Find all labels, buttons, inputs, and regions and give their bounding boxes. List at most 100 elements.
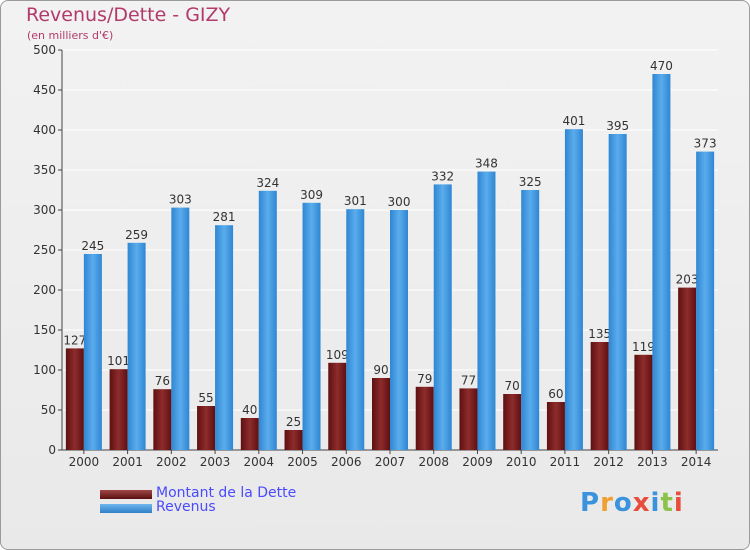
bar-revenus (390, 210, 408, 450)
y-tick-label: 300 (33, 203, 56, 217)
x-tick-label: 2012 (593, 455, 624, 469)
bar-dette (590, 342, 609, 450)
data-label: 25 (286, 415, 301, 429)
y-tick-label: 500 (33, 43, 56, 57)
bar-revenus (302, 202, 321, 450)
logo-letter: t (660, 488, 674, 518)
bar-revenus (608, 134, 627, 450)
data-label: 101 (107, 354, 130, 368)
data-label: 281 (213, 210, 236, 224)
data-label: 300 (388, 195, 411, 209)
x-tick-label: 2001 (112, 455, 143, 469)
data-label: 324 (256, 176, 279, 190)
data-label: 40 (242, 403, 257, 417)
legend-swatch-revenus (100, 504, 152, 513)
data-label: 55 (198, 391, 213, 405)
data-label: 373 (694, 137, 717, 151)
data-label: 79 (417, 372, 432, 386)
data-label: 60 (548, 387, 563, 401)
data-label: 309 (300, 188, 323, 202)
x-tick-label: 2000 (69, 455, 100, 469)
bar-dette (109, 369, 128, 450)
y-tick-label: 50 (41, 403, 56, 417)
logo-letter: i (673, 488, 684, 518)
bar-revenus (477, 171, 496, 450)
data-label: 259 (125, 228, 148, 242)
logo-letter: x (632, 488, 651, 518)
x-tick-label: 2007 (375, 455, 406, 469)
x-tick-label: 2011 (550, 455, 581, 469)
bar-revenus (433, 184, 452, 450)
bar-revenus (521, 190, 540, 450)
chart-title: Revenus/Dette - GIZY (26, 4, 231, 26)
proxiti-logo: Proxiti (580, 488, 684, 518)
bar-revenus (652, 74, 671, 450)
x-tick-label: 2002 (156, 455, 187, 469)
data-label: 301 (344, 194, 367, 208)
data-label: 332 (431, 169, 454, 183)
y-tick-label: 100 (33, 363, 56, 377)
y-tick-label: 350 (33, 163, 56, 177)
bar-dette (65, 348, 84, 450)
logo-letter: o (613, 488, 633, 518)
data-label: 70 (505, 379, 520, 393)
bar-dette (197, 406, 216, 450)
bar-dette (153, 389, 172, 450)
data-label: 348 (475, 157, 498, 171)
x-tick-label: 2014 (681, 455, 712, 469)
data-label: 135 (588, 327, 611, 341)
bar-revenus (83, 254, 102, 450)
bar-dette (328, 362, 347, 450)
data-label: 109 (326, 348, 349, 362)
data-label: 470 (650, 59, 673, 73)
y-tick-label: 150 (33, 323, 56, 337)
bar-revenus (215, 225, 234, 450)
x-tick-label: 2003 (200, 455, 231, 469)
bar-revenus (171, 207, 190, 450)
y-tick-label: 250 (33, 243, 56, 257)
x-tick-label: 2006 (331, 455, 362, 469)
y-tick-label: 0 (48, 443, 56, 457)
y-tick-label: 400 (33, 123, 56, 137)
x-tick-label: 2010 (506, 455, 537, 469)
data-label: 395 (606, 119, 629, 133)
data-label: 203 (676, 273, 699, 287)
bar-dette (240, 418, 259, 450)
x-tick-label: 2005 (287, 455, 318, 469)
bar-revenus (564, 129, 583, 450)
logo-letter: i (650, 488, 661, 518)
bar-dette (284, 430, 303, 450)
data-label: 325 (519, 175, 542, 189)
y-tick-label: 200 (33, 283, 56, 297)
data-label: 127 (63, 333, 86, 347)
logo-letter: r (600, 488, 614, 518)
bar-dette (415, 386, 434, 450)
chart-subtitle: (en milliers d'€) (27, 29, 114, 42)
x-tick-label: 2013 (637, 455, 668, 469)
data-label: 401 (562, 114, 585, 128)
x-tick-label: 2009 (462, 455, 493, 469)
bar-dette (372, 378, 390, 450)
bar-revenus (258, 190, 277, 451)
bar-revenus (346, 209, 365, 450)
bar-revenus (127, 242, 146, 450)
bar-dette (678, 287, 697, 450)
data-label: 90 (373, 363, 388, 377)
legend-label-dette: Montant de la Dette (156, 485, 297, 501)
logo-letter: P (580, 488, 601, 518)
data-label: 245 (81, 239, 104, 253)
bar-dette (634, 354, 653, 450)
x-tick-label: 2008 (418, 455, 449, 469)
y-tick-label: 450 (33, 83, 56, 97)
data-label: 303 (169, 193, 192, 207)
bar-revenus (696, 151, 715, 450)
data-label: 119 (632, 340, 655, 354)
data-label: 76 (155, 374, 170, 388)
bar-dette (503, 394, 522, 450)
legend-swatch-dette (100, 490, 152, 499)
legend-label-revenus: Revenus (156, 499, 216, 515)
bar-dette (459, 388, 478, 450)
bar-dette (546, 402, 565, 450)
data-label: 77 (461, 373, 476, 387)
